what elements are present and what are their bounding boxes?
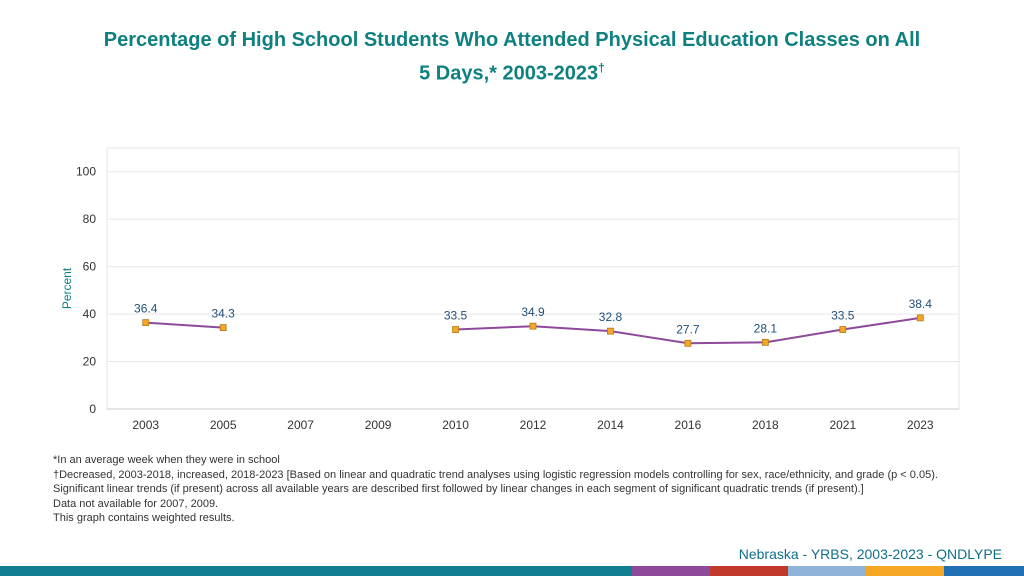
data-label: 34.9 (521, 305, 545, 319)
x-tick-label: 2007 (287, 418, 314, 432)
data-point (142, 319, 150, 327)
chart-title-line-2: 5 Days,* 2003-2023† (60, 54, 964, 88)
line-chart: 0 20 40 60 80 100 Percent 2003 2005 2007 2009 2010 2… (60, 147, 960, 432)
x-tick-label: 2010 (442, 418, 469, 432)
data-label: 36.4 (134, 302, 158, 316)
bottom-bar-segment (710, 566, 788, 576)
bottom-bar-segment (866, 566, 944, 576)
y-tick-label: 60 (83, 260, 97, 274)
data-point (219, 324, 227, 332)
chart-title-line-2-text: 5 Days,* 2003-2023 (419, 62, 599, 85)
y-tick-label: 80 (83, 212, 97, 226)
source-label: Nebraska - YRBS, 2003-2023 - QNDLYPE (738, 546, 1002, 562)
x-tick-label: 2009 (365, 418, 392, 432)
y-tick-label: 40 (83, 307, 97, 321)
data-point (607, 327, 614, 335)
x-tick-label: 2003 (132, 418, 159, 432)
x-tick-label: 2018 (752, 418, 779, 432)
bottom-bar-segment (788, 566, 866, 576)
footnote-2: †Decreased, 2003-2018, increased, 2018-2… (53, 468, 938, 496)
y-tick-label: 20 (83, 355, 97, 369)
plot-area (106, 147, 960, 410)
data-point (529, 322, 537, 330)
data-label: 28.1 (754, 321, 778, 335)
data-label: 27.7 (676, 322, 700, 336)
chart-title: Percentage of High School Students Who A… (60, 26, 964, 88)
x-tick-label: 2016 (675, 418, 702, 432)
data-point (761, 338, 769, 346)
x-tick-label: 2021 (829, 418, 856, 432)
footnote-4: This graph contains weighted results. (53, 512, 235, 524)
x-tick-label: 2012 (520, 418, 547, 432)
x-tick-label: 2014 (597, 418, 624, 432)
chart-title-line-1: Percentage of High School Students Who A… (103, 29, 921, 51)
y-axis-label: Percent (60, 267, 74, 309)
data-label: 38.4 (909, 297, 933, 311)
data-point (684, 339, 692, 347)
chart-title-mark: † (598, 61, 605, 75)
y-tick-label: 0 (89, 402, 96, 416)
data-label: 33.5 (831, 309, 855, 323)
data-point (916, 314, 924, 322)
data-label: 34.3 (212, 307, 236, 321)
footnotes: *In an average week when they were in sc… (53, 453, 953, 526)
data-point (452, 326, 459, 333)
bottom-bar-segment (632, 566, 710, 576)
y-tick-label: 100 (76, 165, 96, 179)
data-label: 33.5 (444, 309, 468, 323)
data-point (839, 326, 847, 333)
bottom-bar-segment (0, 566, 632, 576)
series-line (145, 321, 224, 329)
bottom-color-bar (0, 566, 1024, 576)
data-label: 32.8 (599, 310, 623, 324)
footnote-3: Data not available for 2007, 2009. (53, 497, 219, 510)
bottom-bar-segment (944, 566, 1024, 576)
x-tick-label: 2005 (210, 418, 237, 432)
x-tick-label: 2023 (907, 418, 934, 432)
footnote-1: *In an average week when they were in sc… (53, 454, 280, 466)
